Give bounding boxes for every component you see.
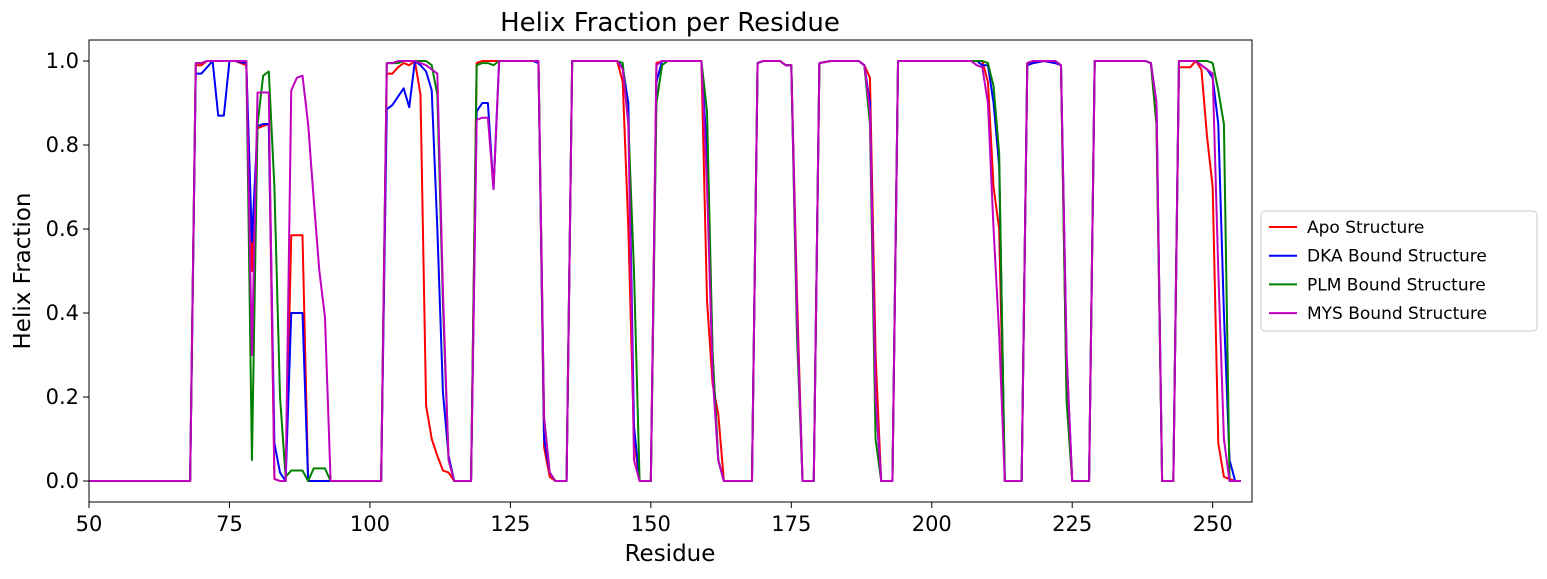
legend-frame: [1260, 210, 1538, 332]
legend-label: MYS Bound Structure: [1307, 304, 1487, 324]
x-tick-label: 175: [771, 512, 811, 536]
chart-title: Helix Fraction per Residue: [500, 8, 840, 38]
y-tick-label: 0.8: [46, 133, 79, 157]
legend-label: Apo Structure: [1307, 218, 1424, 238]
y-axis-ticks: 0.0 0.2 0.4 0.6 0.8 1.0: [46, 49, 89, 493]
x-axis-label: Residue: [625, 541, 716, 567]
plot-frame: [88, 39, 1253, 503]
x-tick-label: 200: [912, 512, 952, 536]
y-tick-label: 1.0: [46, 49, 79, 73]
y-tick-label: 0.4: [46, 301, 79, 325]
legend-label: PLM Bound Structure: [1307, 275, 1486, 295]
chart-legend: Apo Structure DKA Bound Structure PLM Boun…: [1260, 210, 1538, 332]
x-tick-label: 225: [1052, 512, 1092, 536]
y-tick-label: 0.0: [46, 469, 79, 493]
legend-label: DKA Bound Structure: [1307, 247, 1487, 267]
x-tick-label: 125: [490, 512, 530, 536]
y-tick-label: 0.2: [46, 385, 79, 409]
x-tick-label: 250: [1193, 512, 1233, 536]
x-tick-label: 150: [631, 512, 671, 536]
x-axis-ticks: 50 75 100 125 150 175 200 225 250: [76, 502, 1233, 536]
y-axis-label: Helix Fraction: [10, 193, 36, 350]
series-line-4: [89, 60, 1241, 482]
y-tick-label: 0.6: [46, 217, 79, 241]
x-tick-label: 50: [76, 512, 103, 536]
x-tick-label: 75: [216, 512, 243, 536]
legend-items: Apo Structure DKA Bound Structure PLM Boun…: [1269, 218, 1487, 324]
plot-lines-group: [89, 60, 1241, 482]
x-tick-label: 100: [350, 512, 390, 536]
